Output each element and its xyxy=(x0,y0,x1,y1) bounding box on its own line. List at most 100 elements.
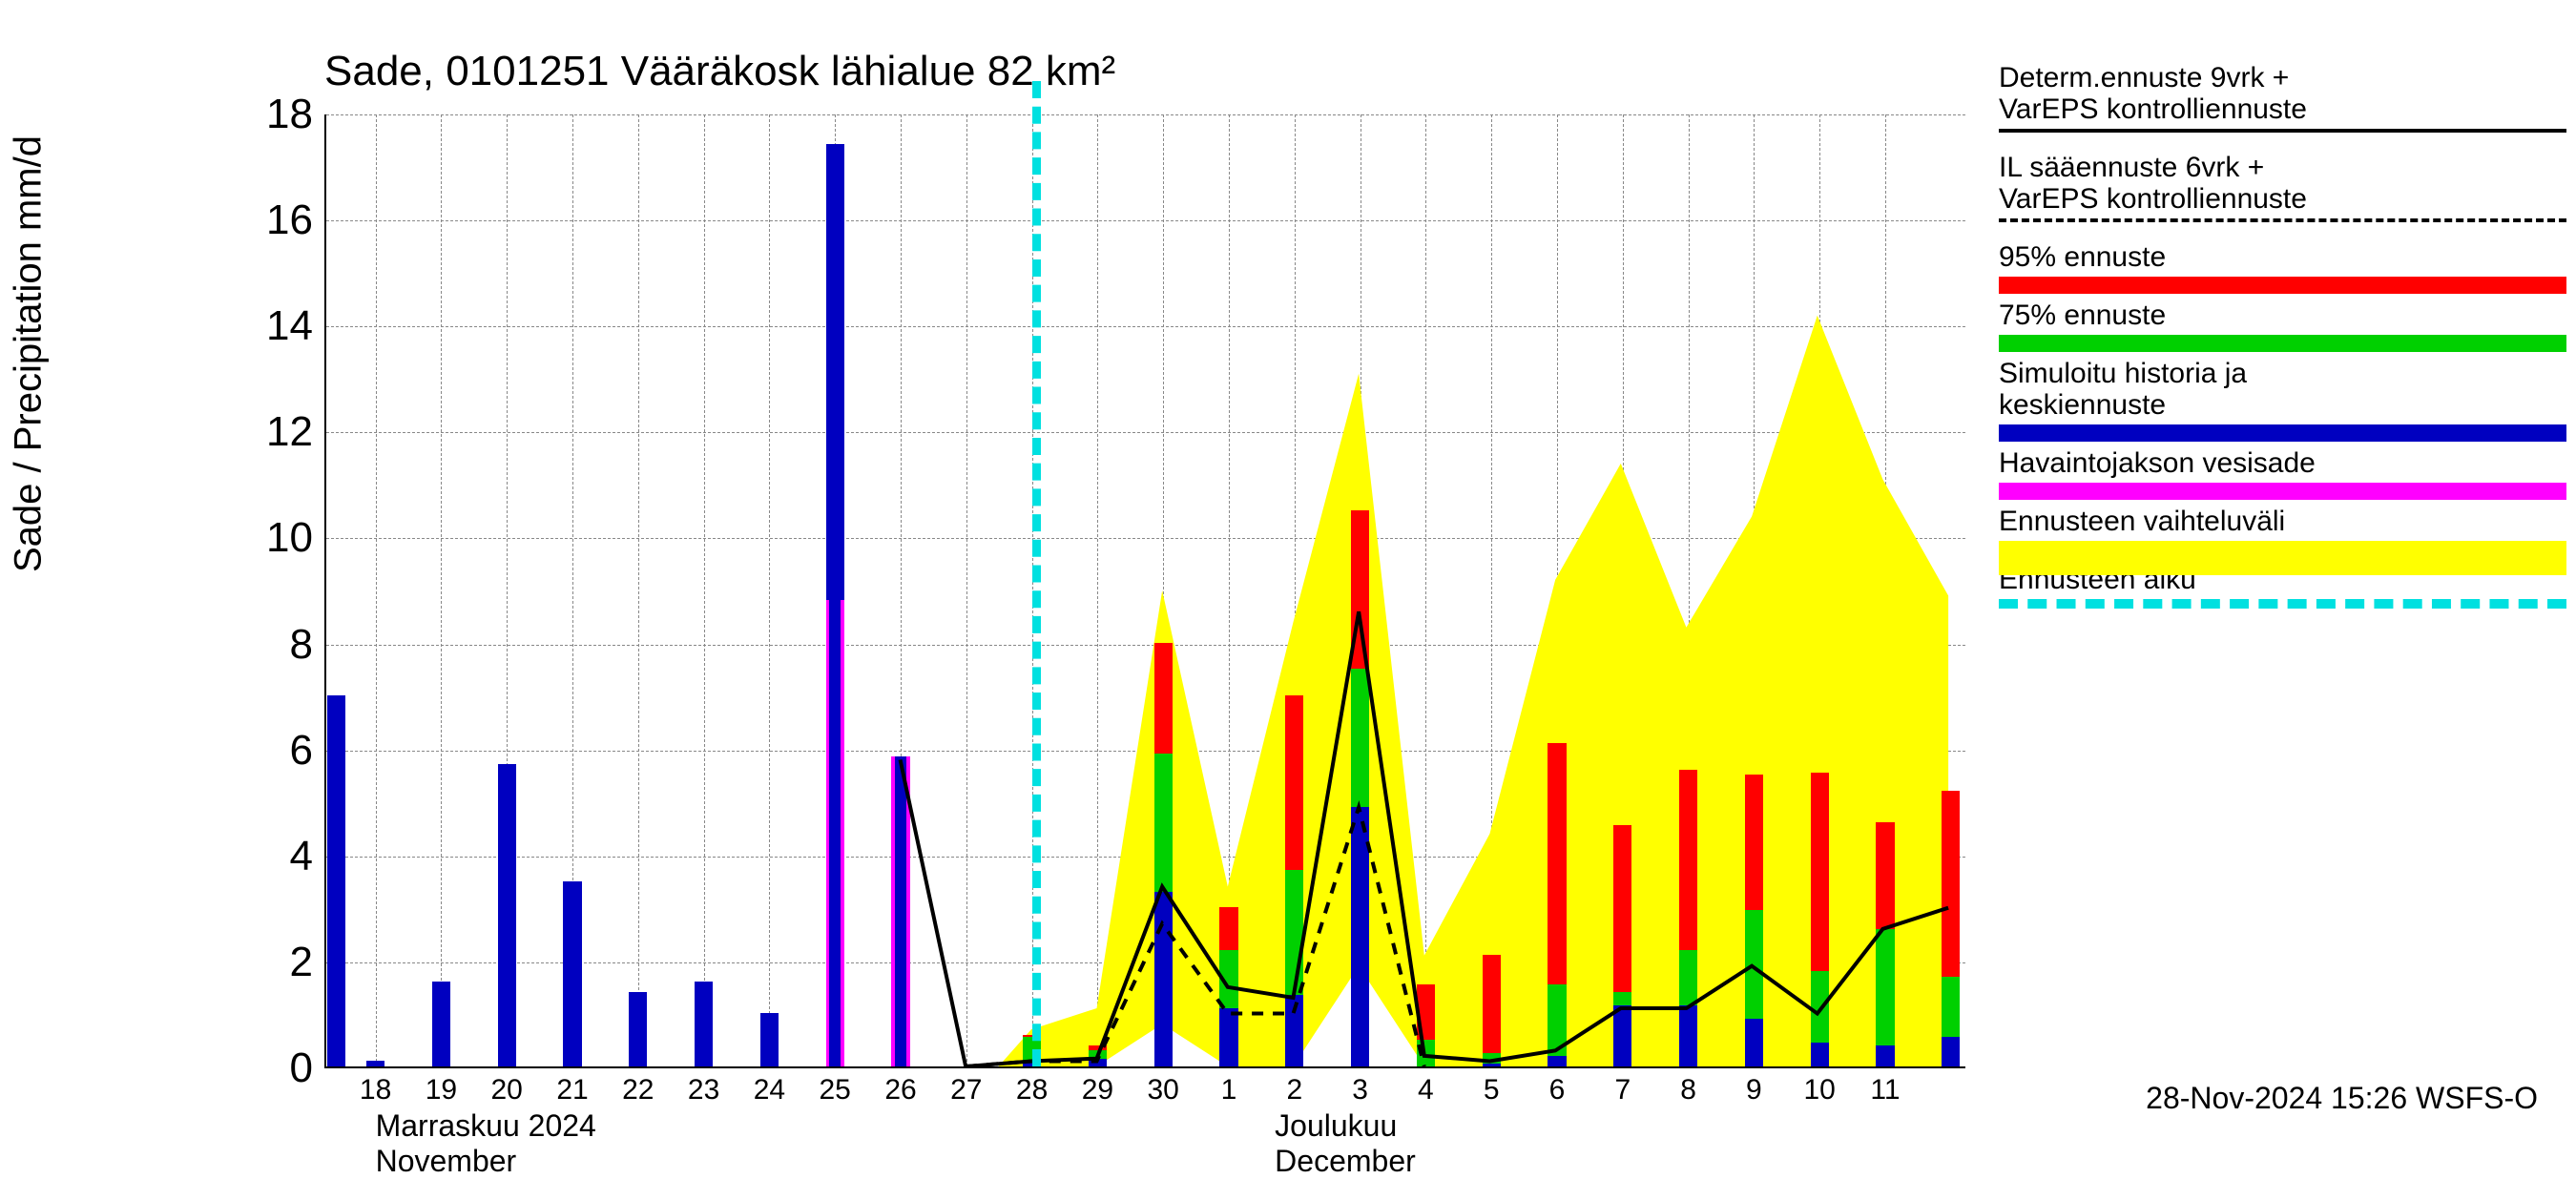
data-bar xyxy=(498,113,516,1066)
y-tick-label: 6 xyxy=(231,727,326,775)
x-tick-label: 11 xyxy=(1870,1066,1900,1107)
x-tick-label: 18 xyxy=(360,1066,391,1107)
data-bar xyxy=(1942,113,1960,1066)
y-tick-label: 2 xyxy=(231,939,326,986)
x-tick-label: 19 xyxy=(426,1066,457,1107)
data-bar xyxy=(1548,113,1566,1066)
legend-entry: 75% ennuste xyxy=(1999,300,2566,344)
bar-segment xyxy=(1285,995,1303,1066)
y-tick-label: 10 xyxy=(231,514,326,562)
data-bar xyxy=(1876,113,1894,1066)
bar-segment xyxy=(1219,907,1237,949)
bar-segment xyxy=(1089,1059,1107,1066)
legend-swatch xyxy=(1999,335,2566,344)
bar-segment xyxy=(1613,1005,1631,1066)
legend-label: 95% ennuste xyxy=(1999,241,2566,273)
bar-segment xyxy=(1811,773,1829,971)
data-bar xyxy=(760,113,779,1066)
x-tick-label: 7 xyxy=(1614,1066,1631,1107)
x-tick-label: 2 xyxy=(1286,1066,1302,1107)
forecast-start-line xyxy=(1032,81,1041,1066)
month-label: JoulukuuDecember xyxy=(1275,1108,1416,1179)
bar-segment xyxy=(1745,1019,1763,1066)
legend-swatch xyxy=(1999,541,2566,550)
bar-segment xyxy=(1679,950,1697,1005)
bar-segment xyxy=(563,881,581,1066)
legend-swatch xyxy=(1999,599,2566,609)
data-bar xyxy=(891,113,909,1066)
y-tick-label: 12 xyxy=(231,408,326,456)
x-tick-label: 4 xyxy=(1418,1066,1434,1107)
legend-label: IL sääennuste 6vrk + VarEPS kontrollienn… xyxy=(1999,152,2566,215)
bar-segment xyxy=(1285,695,1303,870)
bar-segment xyxy=(1876,822,1894,928)
legend-entry: Simuloitu historia jakeskiennuste xyxy=(1999,358,2566,434)
legend-entry: Ennusteen vaihteluväli xyxy=(1999,506,2566,550)
legend-label: Determ.ennuste 9vrk +VarEPS kontrollienn… xyxy=(1999,62,2566,125)
bar-segment xyxy=(1548,743,1566,984)
y-tick-label: 16 xyxy=(231,196,326,244)
x-tick-label: 26 xyxy=(884,1066,916,1107)
data-bar xyxy=(1351,113,1369,1066)
x-tick-label: 28 xyxy=(1016,1066,1048,1107)
bar-segment xyxy=(1876,1045,1894,1066)
bar-segment xyxy=(695,982,713,1066)
y-tick-label: 4 xyxy=(231,833,326,880)
data-bar xyxy=(432,113,450,1066)
data-bar xyxy=(695,113,713,1066)
month-label: Marraskuu 2024November xyxy=(376,1108,596,1179)
bar-segment xyxy=(895,756,906,1066)
y-tick-label: 0 xyxy=(231,1045,326,1092)
bar-segment xyxy=(1154,754,1173,891)
y-tick-label: 14 xyxy=(231,302,326,350)
legend-swatch xyxy=(1999,129,2566,138)
bar-segment xyxy=(1548,1056,1566,1066)
legend-label: Ennusteen vaihteluväli xyxy=(1999,506,2566,537)
data-bar xyxy=(1089,113,1107,1066)
x-tick-label: 3 xyxy=(1352,1066,1368,1107)
legend-swatch xyxy=(1999,218,2566,228)
legend-entry: Havaintojakson vesisade xyxy=(1999,447,2566,492)
bar-segment xyxy=(1679,1005,1697,1066)
bar-segment xyxy=(1219,1008,1237,1066)
timestamp-footer: 28-Nov-2024 15:26 WSFS-O xyxy=(2146,1081,2538,1116)
bar-segment xyxy=(1483,1053,1501,1064)
bar-segment xyxy=(1285,870,1303,995)
bar-segment xyxy=(1417,984,1435,1040)
data-bar xyxy=(1811,113,1829,1066)
bar-segment xyxy=(1154,892,1173,1066)
month-label-en: November xyxy=(376,1144,596,1179)
bar-segment xyxy=(498,764,516,1066)
bar-segment xyxy=(829,144,841,1066)
x-tick-label: 1 xyxy=(1221,1066,1237,1107)
bar-segment xyxy=(1942,791,1960,976)
bar-segment xyxy=(1811,971,1829,1043)
plot-area: 0246810121416181819202122232425262728293… xyxy=(324,114,1965,1068)
bar-segment xyxy=(327,695,345,1066)
bar-segment xyxy=(760,1013,779,1066)
bar-segment xyxy=(1417,1040,1435,1066)
bar-segment xyxy=(1351,807,1369,1066)
data-bar xyxy=(563,113,581,1066)
data-bar xyxy=(1417,113,1435,1066)
x-tick-label: 8 xyxy=(1680,1066,1696,1107)
bar-segment xyxy=(1745,775,1763,910)
data-bar xyxy=(1679,113,1697,1066)
x-tick-label: 21 xyxy=(556,1066,588,1107)
bar-segment xyxy=(1089,1050,1107,1058)
month-label-fi: Joulukuu xyxy=(1275,1108,1416,1144)
data-bar xyxy=(826,113,844,1066)
data-bar xyxy=(1285,113,1303,1066)
bar-segment xyxy=(432,982,450,1066)
legend-swatch xyxy=(1999,277,2566,286)
data-bar xyxy=(629,113,647,1066)
legend-label: Havaintojakson vesisade xyxy=(1999,447,2566,479)
bar-segment xyxy=(1219,950,1237,1008)
bar-segment xyxy=(1548,984,1566,1056)
legend: Determ.ennuste 9vrk +VarEPS kontrollienn… xyxy=(1999,62,2566,622)
x-tick-label: 23 xyxy=(688,1066,719,1107)
bar-segment xyxy=(1483,955,1501,1053)
bar-segment xyxy=(1811,1043,1829,1066)
data-bar xyxy=(1219,113,1237,1066)
y-tick-label: 18 xyxy=(231,91,326,138)
